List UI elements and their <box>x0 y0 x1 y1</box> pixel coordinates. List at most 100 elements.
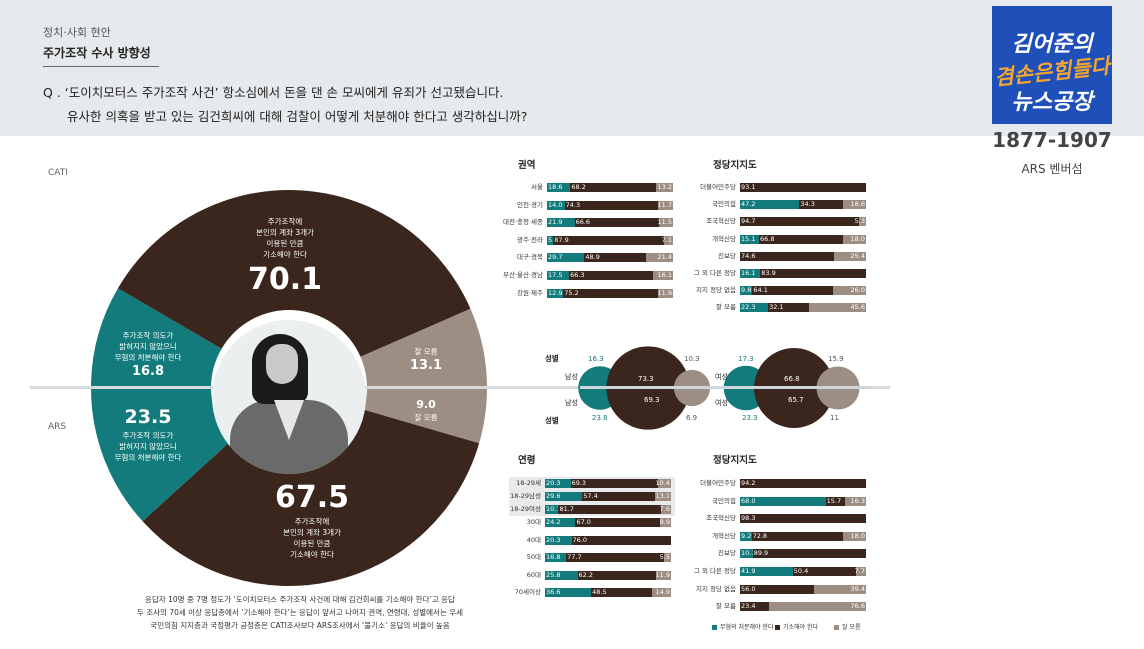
bar-value-label: 68.2 <box>571 183 586 191</box>
bar-segment: 29.6 <box>545 492 583 501</box>
bar-segment: 94.2 <box>740 479 866 488</box>
bar-category-label: 70세이상 <box>514 588 541 596</box>
bar-segment: 24.2 <box>545 518 576 527</box>
bar-category-label: 지지 정당 없음 <box>695 286 736 295</box>
bar-value-label: 32.1 <box>769 303 784 312</box>
bar-row: 40대 20.3 76.0 <box>527 535 671 545</box>
section-title: 주가조작 수사 방향성 <box>43 46 151 60</box>
ars-no-value: 23.5 <box>124 406 172 428</box>
bar-segment: 18.0 <box>843 531 866 541</box>
legend-yes: 기소해야 한다 <box>775 622 818 631</box>
gender-bubbles <box>578 346 870 430</box>
bar-row: 서울 18.6 68.2 13.2 <box>531 183 673 192</box>
bar-category-label: 잘 모름 <box>715 303 736 312</box>
bar-category-label: 60대 <box>526 570 541 579</box>
party-ars-title: 정당지지도 <box>713 455 757 466</box>
bar-value-label: 76.6 <box>850 602 865 611</box>
bar-row: 대구·경북 29.7 48.9 21.4 <box>517 253 673 263</box>
bar-value-label: 7.1 <box>661 235 672 244</box>
bar-value-label: 17.5 <box>548 271 563 279</box>
legend-swatch <box>775 625 780 630</box>
bar-value-label: 69.3 <box>571 479 587 487</box>
bar-segment: 10.1 <box>740 549 756 559</box>
bar-segment: 18.6 <box>547 183 571 192</box>
bar-segment: 50.4 <box>792 567 857 576</box>
female-label-ars: 여성 <box>715 399 728 407</box>
bar-value-label: 20.3 <box>546 479 561 487</box>
donut-chart <box>91 190 487 587</box>
bar-value-label: 21.9 <box>548 218 563 227</box>
bar-category-label: 인천·경기 <box>517 200 543 209</box>
bar-value-label: 62.2 <box>578 570 594 579</box>
bar-segment: 36.6 <box>545 588 592 597</box>
male-label-cati: 남성 <box>565 373 578 381</box>
bar-value-label: 74.6 <box>741 251 756 260</box>
bar-row: 잘 모름 23.4 76.6 <box>716 602 866 612</box>
bar-value-label: 11.9 <box>657 288 672 297</box>
ars-no-label-line: 밝혀지지 않았으니 <box>119 442 177 451</box>
cati-dk-label: 잘 모름 <box>414 347 438 356</box>
bar-category-label: 조국혁신당 <box>706 514 736 523</box>
bar-segment: 25.4 <box>833 251 866 261</box>
bar-value-label: 94.2 <box>741 479 756 487</box>
cati-no-label-line: 무혐의 처분해야 한다 <box>114 353 182 362</box>
bar-value-label: 10.1 <box>741 549 756 558</box>
ars-no-label: 주가조작 의도가 밝혀지지 않았으니 무혐의 처분해야 한다 <box>98 430 198 463</box>
bar-segment: 11.7 <box>657 200 673 210</box>
bar-segment: 16.3 <box>845 496 866 506</box>
legend-swatch <box>712 625 717 630</box>
bar-segment: 93.1 <box>740 183 866 192</box>
bar-value-label: 12.9 <box>548 288 563 297</box>
bar-segment: 11.9 <box>657 288 673 298</box>
program-logo: 김어준의 겸손은힘들다 뉴스공장 <box>992 6 1112 124</box>
bar-category-label: 18-29여성 <box>510 505 541 513</box>
bar-category-label: 40대 <box>526 535 541 544</box>
bar-segment: 69.3 <box>570 479 658 488</box>
bar-value-label: 89.9 <box>753 549 769 558</box>
bar-category-label: 대구·경북 <box>517 253 543 262</box>
bar-row: 더불어민주당 94.2 <box>700 479 866 488</box>
legend-label: 무혐의 처분해야 한다 <box>720 624 774 631</box>
bar-value-label: 20.3 <box>546 535 561 544</box>
bar-category-label: 진보당 <box>718 549 736 558</box>
bar-segment: 15.7 <box>825 496 846 506</box>
bar-segment: 81.7 <box>558 505 662 514</box>
bar-value-label: 83.9 <box>761 269 776 277</box>
gender-title-top: 성별 <box>545 354 559 363</box>
bar-category-label: 강원·제주 <box>517 288 543 297</box>
bar-row: 개혁신당 9.2 72.8 18.0 <box>712 531 866 541</box>
bar-segment: 25.8 <box>545 570 578 580</box>
bar-segment: 77.7 <box>566 553 665 562</box>
bar-value-label: 16.1 <box>657 271 672 279</box>
cati-indict-label-line: 본인의 계좌 3개가 <box>256 228 314 237</box>
legend-swatch <box>834 625 839 630</box>
ars-indict-label-line: 본인의 계좌 3개가 <box>283 528 341 537</box>
bar-segment: 20.3 <box>545 535 572 545</box>
method-label-cati: CATI <box>48 168 68 178</box>
region-title: 권역 <box>518 160 536 171</box>
bar-value-label: 50.4 <box>793 567 809 575</box>
bar-row: 그 외 다른 정당 16.1 83.9 <box>694 269 866 278</box>
cati-no-label-line: 밝혀지지 않았으니 <box>119 342 177 351</box>
cati-no-label: 주가조작 의도가 밝혀지지 않았으니 무혐의 처분해야 한다 <box>98 330 198 363</box>
ars-dk-value: 9.0 <box>416 398 436 411</box>
bar-category-label: 그 외 다른 정당 <box>693 567 736 575</box>
bar-segment: 13.2 <box>656 183 673 192</box>
ars-slice-indict <box>142 409 480 587</box>
bar-segment: 89.9 <box>752 549 866 559</box>
note-line-1: 응답자 10명 중 7명 정도가 ‘도이치모터스 주가조작 사건에 대해 김건희… <box>145 595 455 604</box>
bar-segment: 5.0 <box>547 235 558 245</box>
bar-value-label: 81.7 <box>559 505 574 513</box>
bar-value-label: 66.3 <box>570 271 585 279</box>
bar-row: 지지 정당 없음 9.8 64.1 26.0 <box>696 286 866 296</box>
bar-value-label: 41.9 <box>741 567 756 575</box>
bar-segment: 48.5 <box>591 588 653 597</box>
ars-indict-label: 주가조작에 본인의 계좌 3개가 이용된 만큼 기소해야 한다 <box>262 516 362 560</box>
bar-value-label: 98.3 <box>741 514 756 523</box>
bar-value-label: 11.7 <box>657 200 672 209</box>
bar-value-label: 66.6 <box>575 218 591 227</box>
male-cati-dk: 10.3 <box>684 355 700 363</box>
cati-indict-label-line: 기소해야 한다 <box>263 250 307 259</box>
bar-value-label: 15.1 <box>741 234 756 243</box>
bar-row: 개혁신당 15.1 66.8 18.0 <box>712 234 866 244</box>
